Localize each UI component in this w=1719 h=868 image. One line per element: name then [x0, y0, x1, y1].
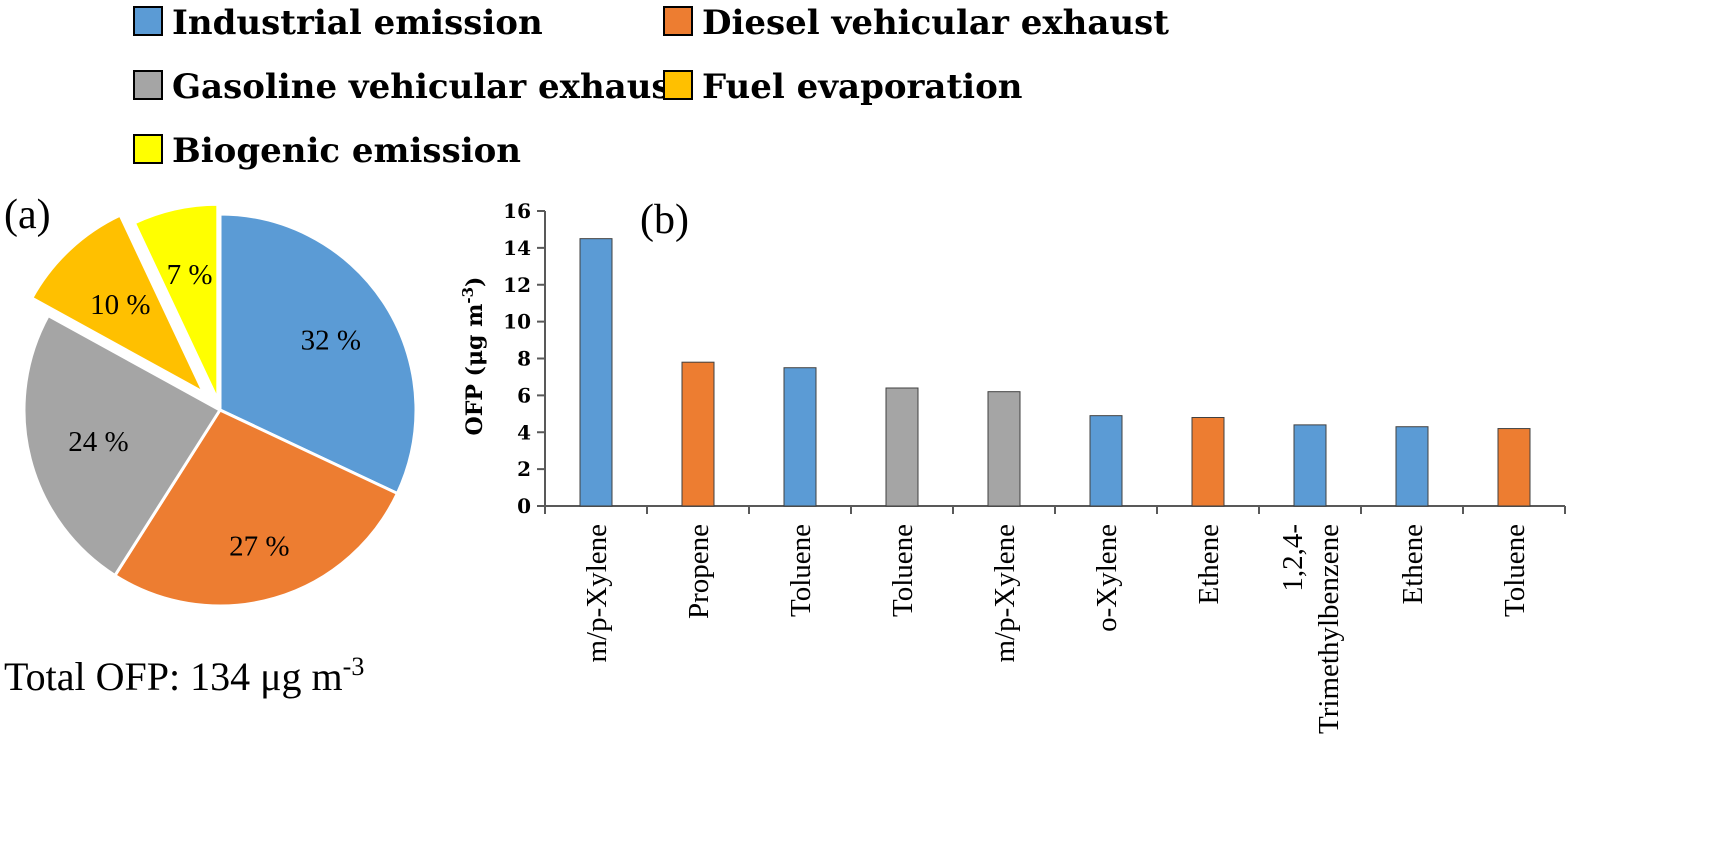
bar: [579, 238, 613, 507]
pie-slice-fuel: [29, 213, 207, 397]
bar: [1089, 415, 1123, 507]
pie-label-diesel: 27 %: [229, 531, 289, 563]
y-tick-label: 0: [517, 494, 531, 518]
x-category-label: m/p-Xylene: [989, 524, 1021, 663]
panel-b-label: (b): [640, 197, 689, 243]
x-category-label-line: Ethene: [1397, 524, 1429, 605]
y-axis-label-suffix: ): [462, 277, 488, 287]
legend-label-gasoline: Gasoline vehicular exhaust: [172, 67, 687, 107]
x-category-label: m/p-Xylene: [581, 524, 613, 663]
bars: [579, 238, 1531, 507]
y-tick-label: 14: [503, 236, 531, 260]
x-category-label-line: m/p-Xylene: [989, 524, 1021, 663]
bar: [885, 387, 919, 507]
bar: [783, 367, 817, 507]
legend-label-biogenic: Biogenic emission: [172, 131, 521, 171]
x-category-label-line: Ethene: [1193, 524, 1225, 605]
pie-labels: 32 % 27 % 24 % 10 % 7 %: [68, 259, 361, 563]
total-ofp-prefix: Total OFP: 134 μg m: [4, 654, 343, 699]
legend-label-diesel: Diesel vehicular exhaust: [702, 3, 1169, 43]
x-category-label: Ethene: [1397, 524, 1429, 605]
x-category-label: Toluene: [1499, 524, 1531, 617]
y-tick-label: 10: [503, 310, 531, 334]
pie-label-fuel: 10 %: [90, 289, 150, 321]
x-category-label: 1,2,4- Trimethylbenzene: [1277, 524, 1345, 734]
bar: [1191, 417, 1225, 507]
panel-a-label: (a): [4, 192, 51, 238]
x-category-label: Toluene: [785, 524, 817, 617]
y-axis-label-prefix: OFP (μg m: [462, 304, 488, 436]
category-labels: m/p-Xylene Propene Toluene Toluene m/p-Xylen…: [581, 524, 1531, 734]
pie-slice-industrial: [218, 212, 418, 496]
x-category-label-line: Propene: [683, 524, 715, 619]
y-tick-label: 12: [503, 273, 531, 297]
bar: [1293, 424, 1327, 507]
y-tick-label: 2: [517, 457, 531, 481]
x-category-label: Ethene: [1193, 524, 1225, 605]
legend-swatch-diesel: [663, 6, 693, 36]
legend-swatch-fuel: [663, 70, 693, 100]
legend-item-biogenic: Biogenic emission: [133, 131, 521, 171]
legend-item-industrial: Industrial emission: [133, 3, 543, 43]
x-category-label: Propene: [683, 524, 715, 619]
pie-slice-biogenic: [132, 202, 220, 401]
y-axis-label: OFP (μg m-3): [459, 277, 488, 436]
pie-slices: [22, 202, 418, 608]
legend-swatch-industrial: [133, 6, 163, 36]
pie-slice-diesel: [112, 408, 400, 608]
total-ofp-text: Total OFP: 134 μg m-3: [4, 652, 364, 699]
total-ofp-superscript: -3: [343, 652, 365, 681]
bar-chart-panel: (b) OFP (μg m-3) 0 2 4 6 8 10 12 14 16 m/p-Xylen…: [459, 197, 1566, 734]
legend-item-fuel: Fuel evaporation: [663, 67, 1022, 107]
y-axis-ticks: 0 2 4 6 8 10 12 14 16: [503, 199, 545, 518]
x-category-label-line: Toluene: [1499, 524, 1531, 617]
pie-label-industrial: 32 %: [301, 325, 361, 357]
x-category-label-line: Toluene: [785, 524, 817, 617]
y-axis-label-superscript: -3: [459, 287, 477, 304]
legend-swatch-biogenic: [133, 134, 163, 164]
y-tick-label: 6: [517, 383, 531, 407]
x-category-label: Toluene: [887, 524, 919, 617]
bar: [1395, 426, 1429, 507]
pie-slice-gasoline: [22, 313, 223, 578]
bar: [681, 361, 715, 507]
x-category-label-line: Toluene: [887, 524, 919, 617]
x-category-label-line: Trimethylbenzene: [1313, 524, 1345, 734]
x-category-label: o-Xylene: [1091, 524, 1123, 632]
pie-label-biogenic: 7 %: [167, 259, 213, 291]
y-tick-label: 16: [503, 199, 531, 223]
pie-label-gasoline: 24 %: [68, 426, 128, 458]
y-tick-label: 8: [517, 347, 531, 371]
legend: Industrial emission Diesel vehicular exh…: [133, 3, 1169, 171]
bar: [1497, 428, 1531, 507]
x-category-label-line: 1,2,4-: [1277, 524, 1309, 592]
x-category-label-line: m/p-Xylene: [581, 524, 613, 663]
legend-item-diesel: Diesel vehicular exhaust: [663, 3, 1169, 43]
bar: [987, 391, 1021, 507]
legend-label-fuel: Fuel evaporation: [702, 67, 1022, 107]
y-tick-label: 4: [517, 420, 531, 444]
legend-label-industrial: Industrial emission: [172, 3, 543, 43]
legend-item-gasoline: Gasoline vehicular exhaust: [133, 67, 687, 107]
pie-chart-panel: (a) 32 % 27 % 24 % 10 % 7 % Total OFP: 134 μ…: [4, 192, 418, 699]
x-category-label-line: o-Xylene: [1091, 524, 1123, 632]
legend-swatch-gasoline: [133, 70, 163, 100]
